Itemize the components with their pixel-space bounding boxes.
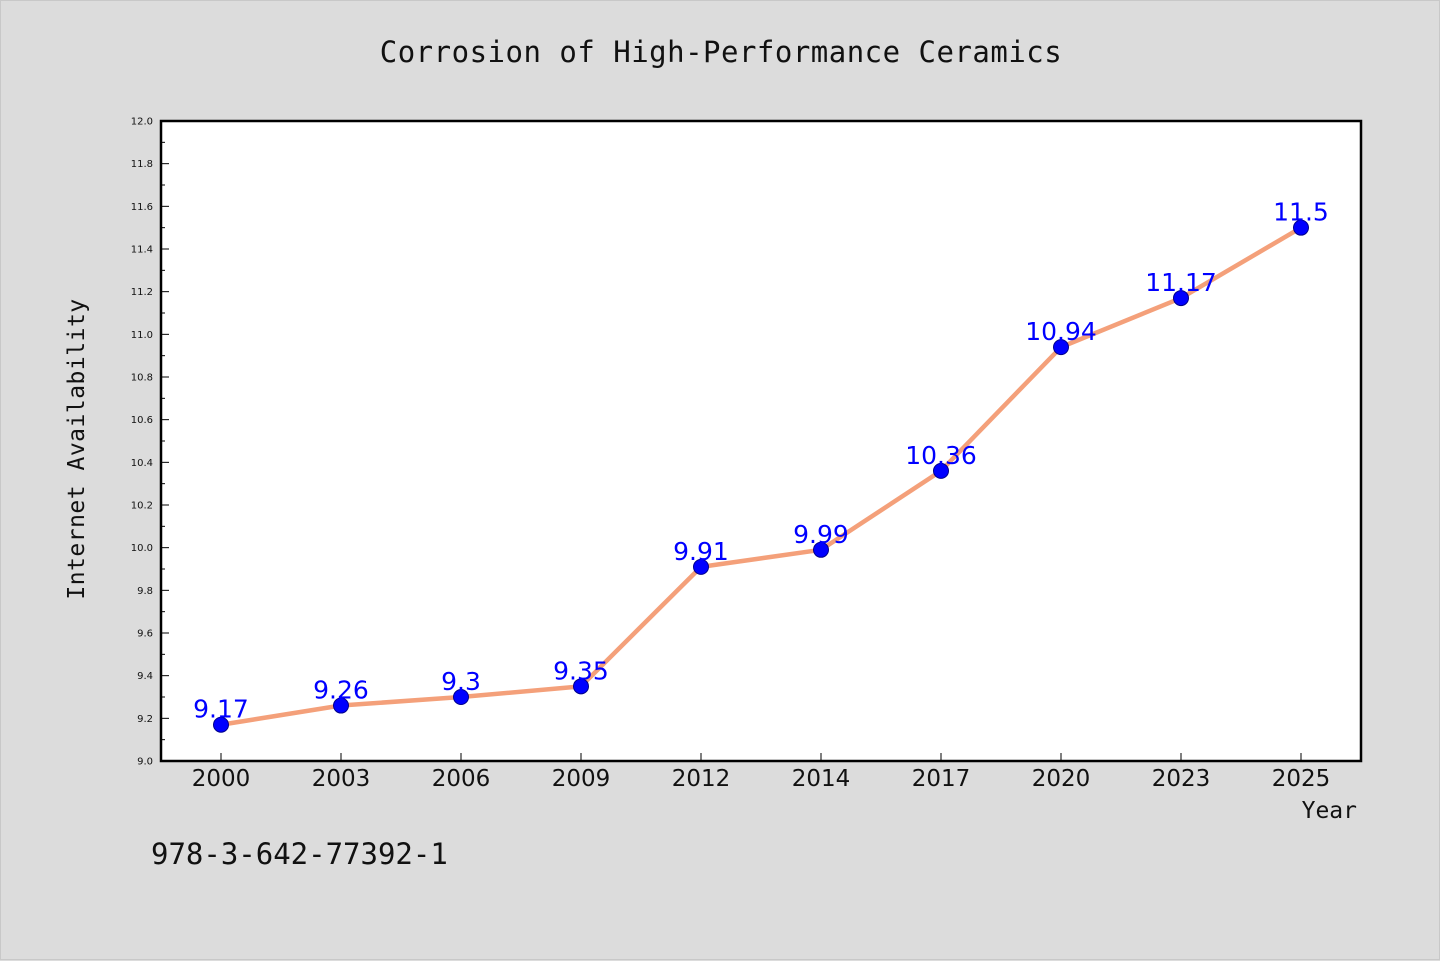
data-label: 9.91 — [673, 537, 729, 566]
footnote-isbn: 978-3-642-77392-1 — [151, 837, 448, 871]
y-tick-label: 10.4 — [131, 458, 153, 469]
data-point — [1293, 219, 1309, 236]
y-tick-label: 11.2 — [131, 287, 153, 298]
data-point — [573, 678, 589, 695]
data-label: 11.17 — [1145, 268, 1217, 297]
data-label: 11.5 — [1273, 198, 1329, 227]
y-tick-label: 9.0 — [137, 757, 153, 768]
y-tick-label: 10.0 — [131, 543, 153, 554]
y-tick-label: 11.0 — [131, 330, 153, 341]
y-tick-label: 9.6 — [137, 629, 153, 640]
x-tick-label: 2006 — [432, 766, 491, 792]
data-label: 9.3 — [441, 667, 481, 696]
y-tick-label: 10.8 — [131, 373, 153, 384]
plot-frame — [159, 119, 1363, 763]
data-label: 9.99 — [793, 520, 849, 549]
y-tick-label: 9.4 — [137, 671, 153, 682]
data-label: 9.17 — [193, 695, 249, 724]
y-tick-label: 11.8 — [131, 159, 153, 170]
data-label: 9.26 — [313, 676, 369, 705]
data-point — [693, 558, 709, 575]
data-point — [213, 716, 229, 733]
x-tick-label: 2023 — [1152, 766, 1211, 792]
x-tick-label: 2009 — [552, 766, 611, 792]
x-tick-label: 2012 — [672, 766, 731, 792]
data-point — [333, 697, 349, 714]
y-tick-label: 10.6 — [131, 415, 153, 426]
y-tick-label: 9.2 — [137, 714, 153, 725]
x-tick-label: 2003 — [312, 766, 371, 792]
y-tick-label: 12.0 — [131, 117, 153, 128]
x-tick-label: 2020 — [1032, 766, 1091, 792]
x-tick-label: 2025 — [1272, 766, 1331, 792]
series-line — [218, 225, 1304, 727]
data-label: 10.94 — [1025, 317, 1097, 346]
y-tick-label: 9.8 — [137, 586, 153, 597]
x-tick-label: 2017 — [912, 766, 971, 792]
data-point — [1173, 290, 1189, 307]
y-tick-label: 11.4 — [131, 245, 153, 256]
chart-title: Corrosion of High-Performance Ceramics — [379, 35, 1063, 69]
y-tick-label: 10.2 — [131, 501, 153, 512]
data-point — [1053, 339, 1069, 356]
data-point — [453, 689, 469, 705]
data-label: 10.36 — [905, 441, 977, 470]
data-label: 9.35 — [553, 656, 609, 685]
x-axis-label: Year — [1301, 798, 1357, 824]
data-point — [813, 541, 829, 558]
y-tick-label: 11.6 — [131, 202, 153, 213]
x-tick-label: 2000 — [192, 766, 251, 792]
data-point — [933, 462, 949, 479]
x-tick-label: 2014 — [792, 766, 851, 792]
